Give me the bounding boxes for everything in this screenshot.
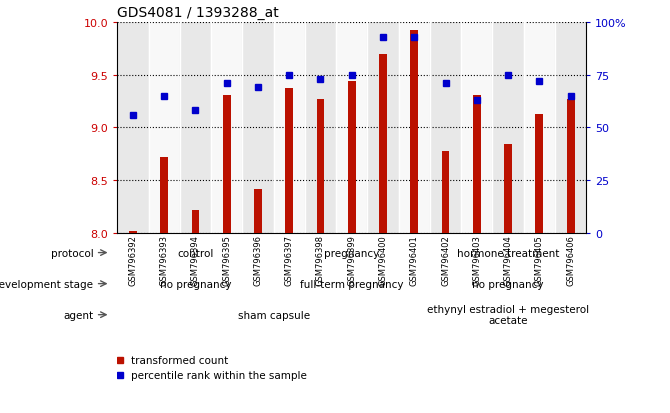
Bar <box>211 23 243 233</box>
Bar <box>555 23 586 233</box>
Bar <box>410 31 418 233</box>
Bar <box>567 100 574 233</box>
Bar <box>473 95 480 233</box>
Text: control: control <box>178 248 214 258</box>
Bar <box>117 23 149 233</box>
Text: sham capsule: sham capsule <box>238 310 310 320</box>
Text: transformed count: transformed count <box>131 355 228 366</box>
Bar <box>430 23 461 233</box>
Bar <box>504 145 512 233</box>
Bar <box>524 23 555 233</box>
Bar <box>285 89 293 233</box>
Text: development stage: development stage <box>0 279 93 289</box>
Bar <box>379 55 387 233</box>
Text: ethynyl estradiol + megesterol
acetate: ethynyl estradiol + megesterol acetate <box>427 304 589 326</box>
Text: hormone treatment: hormone treatment <box>457 248 559 258</box>
Bar <box>192 210 200 233</box>
Text: no pregnancy: no pregnancy <box>472 279 544 289</box>
Bar <box>243 23 273 233</box>
Bar <box>492 23 524 233</box>
Bar <box>149 23 180 233</box>
Bar <box>336 23 367 233</box>
Bar <box>222 95 230 233</box>
Bar <box>129 231 137 233</box>
Bar <box>316 100 324 233</box>
Text: pregnancy: pregnancy <box>324 248 379 258</box>
Bar <box>367 23 399 233</box>
Bar <box>254 189 262 233</box>
Bar <box>442 151 450 233</box>
Text: protocol: protocol <box>51 248 93 258</box>
Bar <box>180 23 211 233</box>
Text: agent: agent <box>63 310 93 320</box>
Text: no pregnancy: no pregnancy <box>159 279 231 289</box>
Text: full-term pregnancy: full-term pregnancy <box>300 279 403 289</box>
Bar <box>461 23 492 233</box>
Text: percentile rank within the sample: percentile rank within the sample <box>131 370 307 380</box>
Bar <box>535 114 543 233</box>
Bar <box>273 23 305 233</box>
Bar <box>305 23 336 233</box>
Bar <box>348 82 356 233</box>
Text: GDS4081 / 1393288_at: GDS4081 / 1393288_at <box>117 6 279 20</box>
Bar <box>160 157 168 233</box>
Bar <box>399 23 430 233</box>
